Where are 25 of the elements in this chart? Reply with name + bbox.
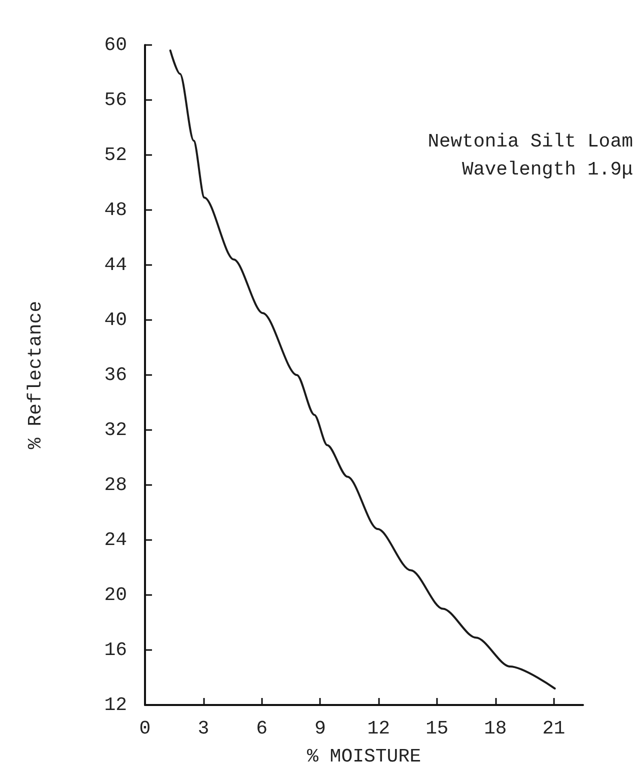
y-tick-label: 48 [104, 199, 127, 221]
y-tick-label: 24 [104, 529, 127, 551]
y-tick-label: 28 [104, 474, 127, 496]
y-tick-label: 56 [104, 89, 127, 111]
x-tick-label: 9 [314, 718, 326, 740]
y-tick-label: 20 [104, 584, 127, 606]
y-tick-label: 36 [104, 364, 127, 386]
y-tick-label: 32 [104, 419, 127, 441]
annotation: Wavelength 1.9μ [462, 158, 634, 180]
x-tick-label: 21 [542, 718, 566, 740]
y-axis-title: % Reflectance [24, 300, 46, 450]
y-tick-label: 60 [104, 34, 127, 56]
y-tick-label: 12 [104, 694, 127, 716]
y-tick-label: 16 [104, 639, 127, 661]
x-tick-label: 3 [198, 718, 210, 740]
y-tick-label: 44 [104, 254, 127, 276]
x-axis-title: % MOISTURE [306, 746, 422, 768]
y-tick-label: 52 [104, 144, 127, 166]
annotation: Newtonia Silt Loam [428, 130, 633, 152]
x-tick-label: 6 [256, 718, 268, 740]
x-tick-label: 18 [484, 718, 507, 740]
x-tick-label: 15 [426, 718, 448, 740]
y-tick-label: 40 [104, 309, 127, 331]
x-tick-label: 0 [139, 718, 151, 740]
x-tick-label: 12 [367, 718, 390, 740]
